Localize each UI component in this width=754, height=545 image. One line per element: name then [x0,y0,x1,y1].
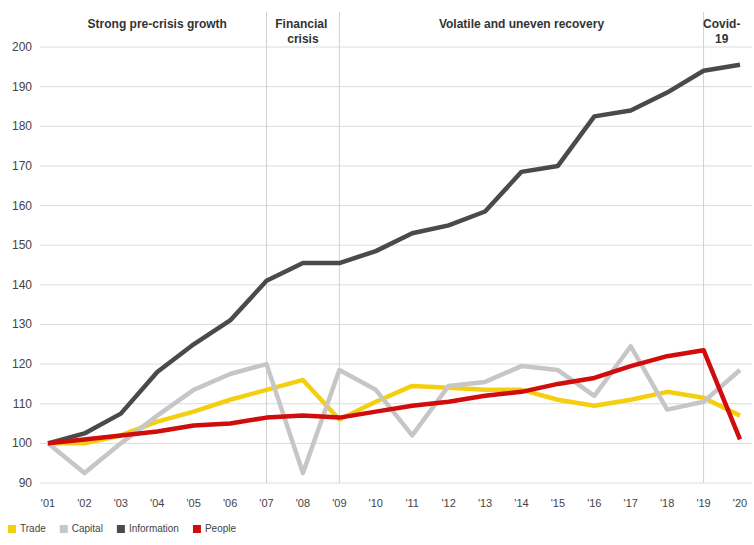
x-tick-label: '10 [369,497,383,509]
legend-swatch [193,525,201,533]
grid-line [40,284,752,285]
x-tick-label: '13 [478,497,492,509]
period-label: Covid-19 [703,17,740,46]
x-tick-label: '08 [296,497,310,509]
period-label: Volatile and uneven recovery [439,17,605,31]
y-tick-label: 130 [12,317,32,331]
y-tick-label: 120 [12,357,32,371]
series-line [48,65,740,444]
plot-area [48,65,740,473]
x-tick-label: '11 [405,497,419,509]
y-tick-label: 200 [12,40,32,54]
series-line [48,350,740,443]
grid-line [40,403,752,404]
period-label: Financial crisis [275,17,330,46]
y-tick-label: 100 [12,436,32,450]
y-tick-label: 90 [19,476,33,490]
x-tick-label: '02 [77,497,91,509]
legend-label: Capital [72,523,103,534]
grid-line [40,47,752,48]
x-tick-label: '05 [187,497,201,509]
legend-swatch [117,525,125,533]
period-divider [266,12,267,483]
x-tick-label: '18 [660,497,674,509]
grid-line [40,245,752,246]
x-tick-label: '03 [114,497,128,509]
y-tick-label: 160 [12,199,32,213]
x-tick-label: '04 [150,497,164,509]
y-tick-label: 140 [12,278,32,292]
grid-line [40,443,752,444]
legend-label: Trade [20,523,46,534]
legend-swatch [8,525,16,533]
series-line [48,346,740,473]
x-tick-label: '19 [696,497,710,509]
x-tick-label: '07 [259,497,273,509]
x-tick-label: '12 [441,497,455,509]
y-tick-label: 150 [12,238,32,252]
y-tick-label: 110 [13,397,32,411]
x-tick-label: '06 [223,497,237,509]
period-divider [339,12,340,483]
y-tick-label: 180 [12,119,32,133]
y-tick-label: 190 [12,80,32,94]
period-label-line: Covid- [703,17,740,31]
x-tick-label: '14 [514,497,528,509]
chart: 90 100 110 120 130 140 150 160 170 180 190 200 Stron… [0,0,754,545]
x-tick-label: '15 [551,497,565,509]
legend: Trade Capital Information People [8,523,237,534]
period-label-line: 19 [715,32,729,46]
x-tick-label: '20 [733,497,747,509]
x-tick-label: '17 [624,497,638,509]
y-tick-label: 170 [12,159,32,173]
period-label: Strong pre-crisis growth [88,17,227,31]
legend-label: People [205,523,237,534]
x-tick-label: '09 [332,497,346,509]
grid-line [40,126,752,127]
grid-line [40,205,752,206]
grid-line [40,483,752,484]
period-label-line: Financial [275,17,330,31]
grid-line [40,86,752,87]
legend-label: Information [129,523,179,534]
grid-line [40,324,752,325]
x-tick-label: '16 [587,497,601,509]
x-tick-label: '01 [41,497,55,509]
period-label-line: crisis [287,32,319,46]
period-divider [703,12,704,483]
legend-swatch [60,525,68,533]
grid-line [40,165,752,166]
